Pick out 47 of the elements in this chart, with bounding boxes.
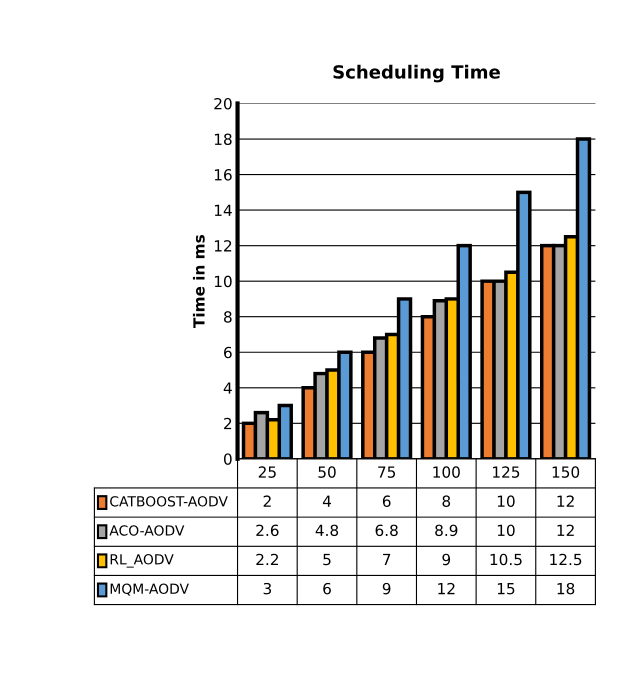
data-label: 6 bbox=[382, 495, 391, 507]
y-tick-label: 18 bbox=[214, 134, 232, 146]
data-label: 4.8 bbox=[316, 524, 338, 536]
x-tick-label: 25 bbox=[258, 466, 276, 478]
x-tick-label: 100 bbox=[433, 466, 460, 478]
legend-label: ACO-AODV bbox=[109, 525, 184, 536]
y-tick-label: 8 bbox=[224, 311, 232, 323]
y-tick-label: 14 bbox=[214, 204, 232, 216]
y-tick-label: 20 bbox=[214, 98, 232, 110]
data-label: 10 bbox=[498, 495, 515, 507]
data-label: 12 bbox=[438, 582, 454, 594]
legend-label: MQM-AODV bbox=[110, 584, 189, 596]
data-label: 2 bbox=[264, 495, 271, 507]
legend-label: RL_AODV bbox=[110, 554, 174, 568]
data-label: 12 bbox=[558, 495, 574, 507]
data-label: 6 bbox=[323, 582, 331, 594]
x-tick-label: 150 bbox=[552, 466, 580, 478]
x-tick-label: 125 bbox=[493, 466, 520, 478]
data-label: 12.5 bbox=[550, 554, 582, 566]
data-label: 6.8 bbox=[376, 524, 398, 536]
y-tick-label: 6 bbox=[224, 346, 232, 358]
chart-title: Scheduling Time bbox=[333, 64, 500, 82]
data-label: 18 bbox=[558, 582, 574, 594]
x-tick-label: 75 bbox=[378, 466, 396, 478]
data-label: 7 bbox=[383, 554, 390, 566]
y-tick-label: 16 bbox=[214, 169, 232, 181]
y-tick-label: 2 bbox=[224, 418, 232, 430]
y-tick-label: 12 bbox=[214, 240, 232, 252]
y-tick-label: 4 bbox=[224, 382, 232, 394]
data-label: 2.6 bbox=[256, 524, 279, 536]
y-tick-label: 0 bbox=[224, 453, 232, 465]
legend-label: CATBOOST-AODV bbox=[110, 496, 228, 507]
data-label: 8.9 bbox=[435, 524, 458, 536]
data-label: 2.2 bbox=[256, 554, 278, 566]
data-label: 9 bbox=[382, 582, 390, 594]
data-label: 10.5 bbox=[490, 554, 522, 566]
data-label: 9 bbox=[442, 554, 450, 566]
data-label: 8 bbox=[442, 495, 450, 507]
data-label: 12 bbox=[558, 524, 574, 536]
x-tick-label: 50 bbox=[318, 466, 336, 478]
data-label: 5 bbox=[323, 554, 331, 566]
data-label: 15 bbox=[498, 583, 514, 594]
data-label: 3 bbox=[264, 582, 271, 594]
data-label: 4 bbox=[322, 496, 332, 507]
y-tick-label: 10 bbox=[214, 276, 232, 288]
y-axis-title: Time in ms bbox=[192, 235, 205, 328]
data-label: 10 bbox=[498, 524, 515, 536]
